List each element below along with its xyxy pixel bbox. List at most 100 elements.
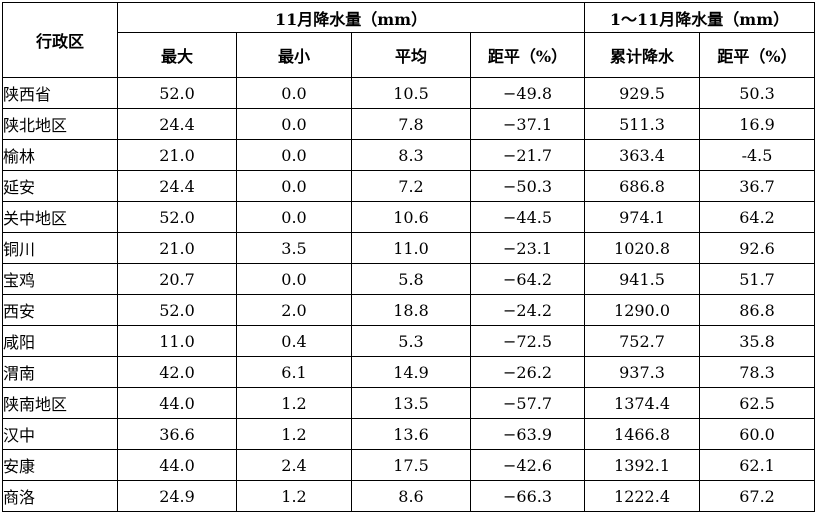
- table-row: 汉中 36.6 1.2 13.6 −63.9 1466.8 60.0: [2, 418, 816, 450]
- region-cell: 渭南: [2, 356, 118, 388]
- cell-min: 6.1: [236, 356, 352, 388]
- cell-max: 21.0: [117, 139, 237, 171]
- cell-max: 11.0: [117, 325, 237, 357]
- col-header-mean: 平均: [351, 32, 471, 78]
- cell-mean: 8.3: [351, 139, 471, 171]
- cell-mean: 5.3: [351, 325, 471, 357]
- table-row: 商洛 24.9 1.2 8.6 −66.3 1222.4 67.2: [2, 480, 816, 512]
- col-header-anomaly-cum: 距平（%）: [699, 32, 816, 78]
- cell-anomaly-cum: 67.2: [699, 480, 816, 512]
- region-cell: 宝鸡: [2, 263, 118, 295]
- cell-anomaly-nov: −37.1: [469, 108, 586, 140]
- cell-min: 0.0: [236, 263, 352, 295]
- region-header: 行政区: [2, 2, 118, 78]
- cell-anomaly-cum: 62.5: [699, 387, 816, 419]
- cell-anomaly-cum: 36.7: [699, 170, 816, 202]
- table-body: 陕西省 52.0 0.0 10.5 −49.8 929.5 50.3 陕北地区 24.4 0.0 7…: [2, 77, 816, 512]
- cell-cumulative: 1466.8: [584, 418, 701, 450]
- cell-anomaly-cum: 64.2: [699, 201, 816, 233]
- col-header-max: 最大: [117, 32, 237, 78]
- cell-cumulative: 1290.0: [584, 294, 701, 326]
- cell-max: 52.0: [117, 294, 237, 326]
- cell-cumulative: 929.5: [584, 77, 701, 109]
- region-cell: 陕西省: [2, 77, 118, 109]
- cell-anomaly-cum: 51.7: [699, 263, 816, 295]
- cell-cumulative: 1020.8: [584, 232, 701, 264]
- region-cell: 咸阳: [2, 325, 118, 357]
- table-row: 咸阳 11.0 0.4 5.3 −72.5 752.7 35.8: [2, 325, 816, 357]
- col-header-anomaly-nov: 距平（%）: [469, 32, 586, 78]
- cell-mean: 13.5: [351, 387, 471, 419]
- col-header-min: 最小: [236, 32, 352, 78]
- cell-min: 0.0: [236, 170, 352, 202]
- table-row: 延安 24.4 0.0 7.2 −50.3 686.8 36.7: [2, 170, 816, 202]
- cell-anomaly-nov: −44.5: [469, 201, 586, 233]
- cell-anomaly-cum: 92.6: [699, 232, 816, 264]
- cell-anomaly-cum: 62.1: [699, 449, 816, 481]
- cell-min: 0.4: [236, 325, 352, 357]
- cell-cumulative: 974.1: [584, 201, 701, 233]
- cell-min: 0.0: [236, 201, 352, 233]
- cell-cumulative: 937.3: [584, 356, 701, 388]
- cell-anomaly-cum: 60.0: [699, 418, 816, 450]
- cell-mean: 5.8: [351, 263, 471, 295]
- cell-mean: 10.5: [351, 77, 471, 109]
- cell-mean: 10.6: [351, 201, 471, 233]
- cell-anomaly-cum: 35.8: [699, 325, 816, 357]
- table-row: 陕南地区 44.0 1.2 13.5 −57.7 1374.4 62.5: [2, 387, 816, 419]
- cell-max: 24.4: [117, 108, 237, 140]
- cell-min: 2.0: [236, 294, 352, 326]
- region-cell: 安康: [2, 449, 118, 481]
- cell-anomaly-cum: 50.3: [699, 77, 816, 109]
- cell-anomaly-cum: 86.8: [699, 294, 816, 326]
- cell-anomaly-cum: 78.3: [699, 356, 816, 388]
- cell-cumulative: 1222.4: [584, 480, 701, 512]
- cell-cumulative: 363.4: [584, 139, 701, 171]
- cell-min: 3.5: [236, 232, 352, 264]
- cell-anomaly-nov: −63.9: [469, 418, 586, 450]
- cell-mean: 11.0: [351, 232, 471, 264]
- cell-anomaly-nov: −50.3: [469, 170, 586, 202]
- region-cell: 汉中: [2, 418, 118, 450]
- table-row: 陕西省 52.0 0.0 10.5 −49.8 929.5 50.3: [2, 77, 816, 109]
- cell-anomaly-nov: −26.2: [469, 356, 586, 388]
- table-row: 渭南 42.0 6.1 14.9 −26.2 937.3 78.3: [2, 356, 816, 388]
- cell-anomaly-nov: −24.2: [469, 294, 586, 326]
- november-precip-header: 11月降水量（mm）: [116, 2, 586, 33]
- cell-mean: 7.8: [351, 108, 471, 140]
- region-cell: 铜川: [2, 232, 118, 264]
- cell-anomaly-nov: −64.2: [469, 263, 586, 295]
- cell-max: 21.0: [117, 232, 237, 264]
- cell-mean: 13.6: [351, 418, 471, 450]
- cell-max: 24.9: [117, 480, 237, 512]
- cell-max: 44.0: [117, 387, 237, 419]
- cell-max: 44.0: [117, 449, 237, 481]
- cell-min: 1.2: [236, 418, 352, 450]
- table-row: 关中地区 52.0 0.0 10.6 −44.5 974.1 64.2: [2, 201, 816, 233]
- region-cell: 商洛: [2, 480, 118, 512]
- cell-max: 52.0: [117, 77, 237, 109]
- cumulative-precip-header: 1～11月降水量（mm）: [584, 2, 816, 33]
- cell-mean: 14.9: [351, 356, 471, 388]
- cell-cumulative: 941.5: [584, 263, 701, 295]
- cell-min: 1.2: [236, 480, 352, 512]
- cell-anomaly-nov: −23.1: [469, 232, 586, 264]
- cell-mean: 17.5: [351, 449, 471, 481]
- cell-cumulative: 1392.1: [584, 449, 701, 481]
- cell-cumulative: 686.8: [584, 170, 701, 202]
- col-header-cumulative: 累计降水: [584, 32, 701, 78]
- cell-cumulative: 511.3: [584, 108, 701, 140]
- cell-min: 0.0: [236, 108, 352, 140]
- table-row: 宝鸡 20.7 0.0 5.8 −64.2 941.5 51.7: [2, 263, 816, 295]
- cell-min: 1.2: [236, 387, 352, 419]
- cell-max: 36.6: [117, 418, 237, 450]
- table-row: 安康 44.0 2.4 17.5 −42.6 1392.1 62.1: [2, 449, 816, 481]
- cell-max: 20.7: [117, 263, 237, 295]
- cell-max: 42.0: [117, 356, 237, 388]
- cell-anomaly-nov: −49.8: [469, 77, 586, 109]
- table-row: 榆林 21.0 0.0 8.3 −21.7 363.4 -4.5: [2, 139, 816, 171]
- region-cell: 榆林: [2, 139, 118, 171]
- cell-anomaly-cum: 16.9: [699, 108, 816, 140]
- table-row: 西安 52.0 2.0 18.8 −24.2 1290.0 86.8: [2, 294, 816, 326]
- precipitation-table: 行政区 11月降水量（mm） 1～11月降水量（mm） 最大 最小 平均 距平（…: [2, 2, 816, 512]
